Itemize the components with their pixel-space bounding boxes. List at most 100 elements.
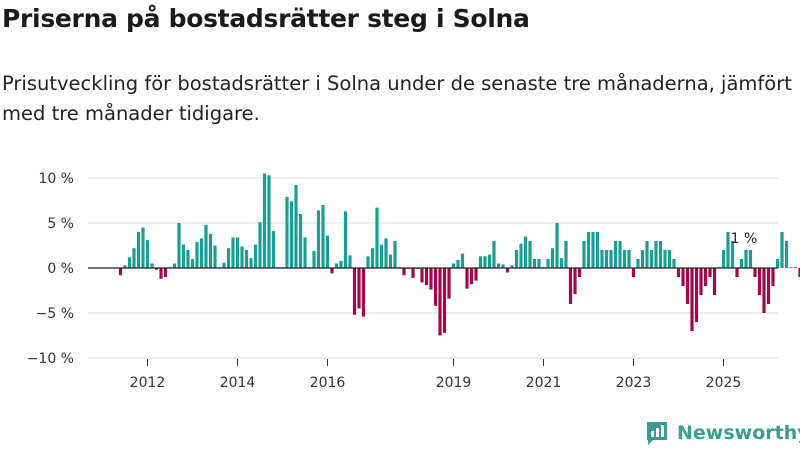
bar (550, 248, 555, 268)
bar (658, 241, 663, 268)
bar-series (118, 173, 800, 336)
bar (262, 173, 267, 268)
bar (690, 268, 694, 331)
bar (357, 268, 361, 309)
bar (447, 268, 451, 299)
bar (118, 268, 123, 276)
bar (712, 268, 717, 295)
bar (199, 238, 204, 268)
bar (226, 248, 231, 268)
bar (343, 211, 348, 268)
y-tick-label: 5 % (47, 216, 74, 232)
y-tick-label: 10 % (38, 171, 74, 187)
bar (316, 210, 321, 268)
bar (784, 241, 789, 268)
bar (762, 268, 766, 313)
bar (748, 250, 753, 268)
bar (442, 268, 447, 333)
bar (510, 265, 514, 268)
bar (334, 263, 339, 268)
bar (564, 241, 568, 268)
bar (348, 255, 352, 268)
bar (213, 245, 217, 268)
bar (186, 250, 190, 268)
bar (177, 223, 181, 268)
bar (136, 232, 141, 268)
bar (708, 268, 712, 277)
bar (604, 250, 609, 268)
y-tick-label: −10 % (27, 351, 74, 367)
bar (456, 259, 460, 268)
bar (636, 259, 640, 268)
bar (172, 263, 177, 268)
bar (379, 244, 384, 268)
bar (798, 268, 800, 277)
bar (451, 263, 456, 268)
bar (780, 232, 784, 268)
x-tick-label: 2016 (310, 375, 346, 391)
x-tick-label: 2025 (706, 375, 742, 391)
bar (208, 233, 213, 268)
bar (591, 232, 595, 268)
bar (681, 268, 685, 286)
bar (600, 250, 604, 268)
bar (672, 259, 676, 268)
x-tick-label: 2019 (436, 375, 472, 391)
bar (460, 253, 465, 268)
bar (478, 256, 483, 268)
bar (523, 236, 528, 268)
bar (744, 250, 748, 268)
x-tick-label: 2023 (616, 375, 652, 391)
bar (766, 268, 771, 304)
bar (429, 268, 433, 290)
bar (685, 268, 690, 304)
bar (244, 250, 249, 268)
bar (330, 268, 334, 274)
bar (721, 250, 726, 268)
bar (546, 259, 550, 268)
bar (289, 201, 294, 268)
bar (586, 232, 591, 268)
x-axis: 2012 2014 2016 2019 2021 2023 2025 (130, 359, 742, 391)
y-tick-label: 0 % (47, 261, 74, 277)
gridlines (88, 177, 778, 359)
bar (699, 268, 703, 295)
bar (640, 250, 645, 268)
bar (487, 254, 492, 268)
bar (582, 241, 586, 268)
x-tick-label: 2014 (220, 375, 256, 391)
brand-name: Newsworthy (677, 422, 800, 444)
bar (150, 263, 154, 268)
bar (483, 256, 487, 268)
y-tick-label: −5 % (36, 306, 74, 322)
bar (159, 268, 163, 279)
bar (492, 241, 496, 268)
bar (141, 227, 145, 268)
bar (469, 268, 474, 285)
bar (514, 250, 519, 268)
bar (622, 250, 627, 268)
bar (312, 250, 316, 268)
bar (181, 244, 186, 268)
bar (753, 268, 757, 277)
bar (528, 241, 532, 268)
bar (532, 259, 537, 268)
bar (321, 205, 325, 268)
bar (325, 235, 330, 268)
bar (366, 256, 370, 268)
bar (154, 268, 159, 270)
bar (393, 241, 397, 268)
bar (496, 263, 501, 268)
bar (771, 268, 775, 286)
newsworthy-icon (647, 422, 667, 445)
bar (573, 268, 577, 295)
bar (433, 268, 438, 306)
bar (568, 268, 573, 304)
x-tick-label: 2012 (130, 375, 166, 391)
bar (267, 175, 271, 268)
bar (294, 185, 298, 268)
bar (726, 232, 730, 268)
bar (505, 268, 510, 273)
bar (474, 268, 478, 281)
